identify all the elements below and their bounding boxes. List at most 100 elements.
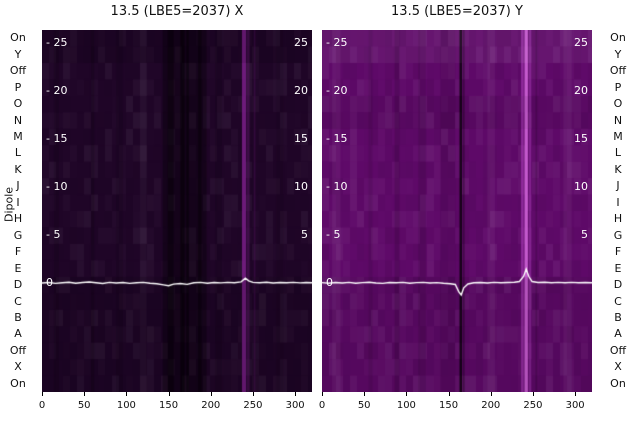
category-label: K <box>14 162 22 176</box>
category-label: L <box>614 146 622 160</box>
inner-tick-label: 0 <box>326 276 333 289</box>
inner-tick-label: 5 <box>581 228 588 241</box>
category-label: O <box>13 97 23 111</box>
category-label: On <box>610 31 626 45</box>
panel-title-x: 13.5 (LBE5=2037) X <box>110 4 244 19</box>
x-tickmark <box>42 392 43 396</box>
category-label: I <box>16 195 20 209</box>
x-tick-label: 250 <box>243 400 263 411</box>
inner-tick-label: 25 <box>294 36 308 49</box>
x-tick-label: 100 <box>116 400 136 411</box>
category-label: N <box>613 113 623 127</box>
category-label: P <box>14 80 22 94</box>
x-tick-label: 150 <box>439 400 459 411</box>
category-label: A <box>14 327 22 341</box>
x-tick-label: 200 <box>201 400 221 411</box>
inner-tick-label: - 25 <box>46 36 68 49</box>
inner-tick-label: 5 <box>301 228 308 241</box>
category-label: A <box>614 327 622 341</box>
category-label: X <box>614 360 622 374</box>
x-tickmark <box>448 392 450 396</box>
category-label: H <box>13 212 23 226</box>
category-label: On <box>10 31 26 45</box>
x-tick-label: 0 <box>38 400 46 411</box>
category-label: C <box>614 294 622 308</box>
category-label: O <box>613 97 623 111</box>
x-tickmark <box>210 392 212 396</box>
x-tick-label: 250 <box>523 400 543 411</box>
category-label: C <box>14 294 22 308</box>
x-tick-label: 50 <box>357 400 371 411</box>
category-label: P <box>614 80 622 94</box>
inner-tick-label: - 15 <box>46 132 68 145</box>
x-tickmark <box>532 392 534 396</box>
inner-tick-label: 0 <box>46 276 53 289</box>
inner-tick-label: 10 <box>574 180 588 193</box>
category-label: On <box>610 376 626 390</box>
category-label: E <box>14 261 22 275</box>
category-label: J <box>16 179 20 193</box>
left-category-axis: On Y Off P O N M L K J I H G F E D C B A Off X On <box>0 0 36 440</box>
inner-tick-label: - 5 <box>46 228 61 241</box>
inner-tick-label: 20 <box>294 84 308 97</box>
category-label: G <box>13 228 23 242</box>
x-tick-label: 200 <box>481 400 501 411</box>
category-label: M <box>13 129 23 143</box>
x-axis-x: 0 50 100 150 200 250 300 <box>39 392 312 432</box>
inner-tick-label: - 20 <box>46 84 68 97</box>
panel-title-y: 13.5 (LBE5=2037) Y <box>391 4 523 19</box>
category-label: On <box>10 376 26 390</box>
category-label: L <box>14 146 22 160</box>
x-tickmark <box>406 392 408 396</box>
heatmap-y <box>322 30 592 392</box>
inner-tick-label: 25 <box>574 36 588 49</box>
x-tickmark <box>575 392 577 396</box>
category-label: X <box>14 360 22 374</box>
inner-tick-label: 20 <box>574 84 588 97</box>
category-label: B <box>14 310 22 324</box>
inner-tick-label: 15 <box>294 132 308 145</box>
right-category-axis: On Y Off P O N M L K J I H G F E D C B A Off X On <box>598 0 638 440</box>
category-label: J <box>616 179 620 193</box>
category-label: N <box>13 113 23 127</box>
panel-y: 13.5 (LBE5=2037) Y - 25 25 - 20 20 - 15 15 - 1… <box>319 4 592 411</box>
category-label: Y <box>14 47 22 61</box>
category-label: Off <box>609 64 627 78</box>
x-tick-label: 50 <box>77 400 91 411</box>
category-label: Off <box>9 343 27 357</box>
x-tickmark <box>364 392 366 396</box>
category-label: F <box>14 245 22 259</box>
category-label: F <box>614 245 622 259</box>
x-tickmark <box>252 392 254 396</box>
category-label: I <box>616 195 620 209</box>
category-label: D <box>613 278 623 292</box>
category-label: H <box>613 212 623 226</box>
x-tick-label: 150 <box>159 400 179 411</box>
inner-tick-label: 10 <box>294 180 308 193</box>
x-axis-y: 0 50 100 150 200 250 300 <box>319 392 592 432</box>
x-tickmark <box>490 392 492 396</box>
category-label: B <box>614 310 622 324</box>
category-label: M <box>613 129 623 143</box>
x-tick-label: 300 <box>285 400 305 411</box>
inner-tick-label: 15 <box>574 132 588 145</box>
x-tickmark <box>126 392 128 396</box>
category-label: K <box>614 162 622 176</box>
x-tick-label: 300 <box>565 400 585 411</box>
x-tick-label: 100 <box>396 400 416 411</box>
inner-tick-label: - 10 <box>46 180 68 193</box>
x-tickmark <box>322 392 323 396</box>
x-tick-label: 0 <box>318 400 326 411</box>
heatmap-x <box>42 30 312 392</box>
x-tickmark <box>168 392 170 396</box>
category-label: D <box>13 278 23 292</box>
inner-tick-label: - 10 <box>326 180 348 193</box>
inner-tick-label: - 25 <box>326 36 348 49</box>
category-label: Off <box>609 343 627 357</box>
inner-tick-label: - 5 <box>326 228 341 241</box>
inner-tick-label: - 20 <box>326 84 348 97</box>
x-tickmark <box>295 392 297 396</box>
category-label: E <box>614 261 622 275</box>
panel-x: 13.5 (LBE5=2037) X - 25 25 - 20 20 - 15 15 - 1… <box>39 4 312 411</box>
